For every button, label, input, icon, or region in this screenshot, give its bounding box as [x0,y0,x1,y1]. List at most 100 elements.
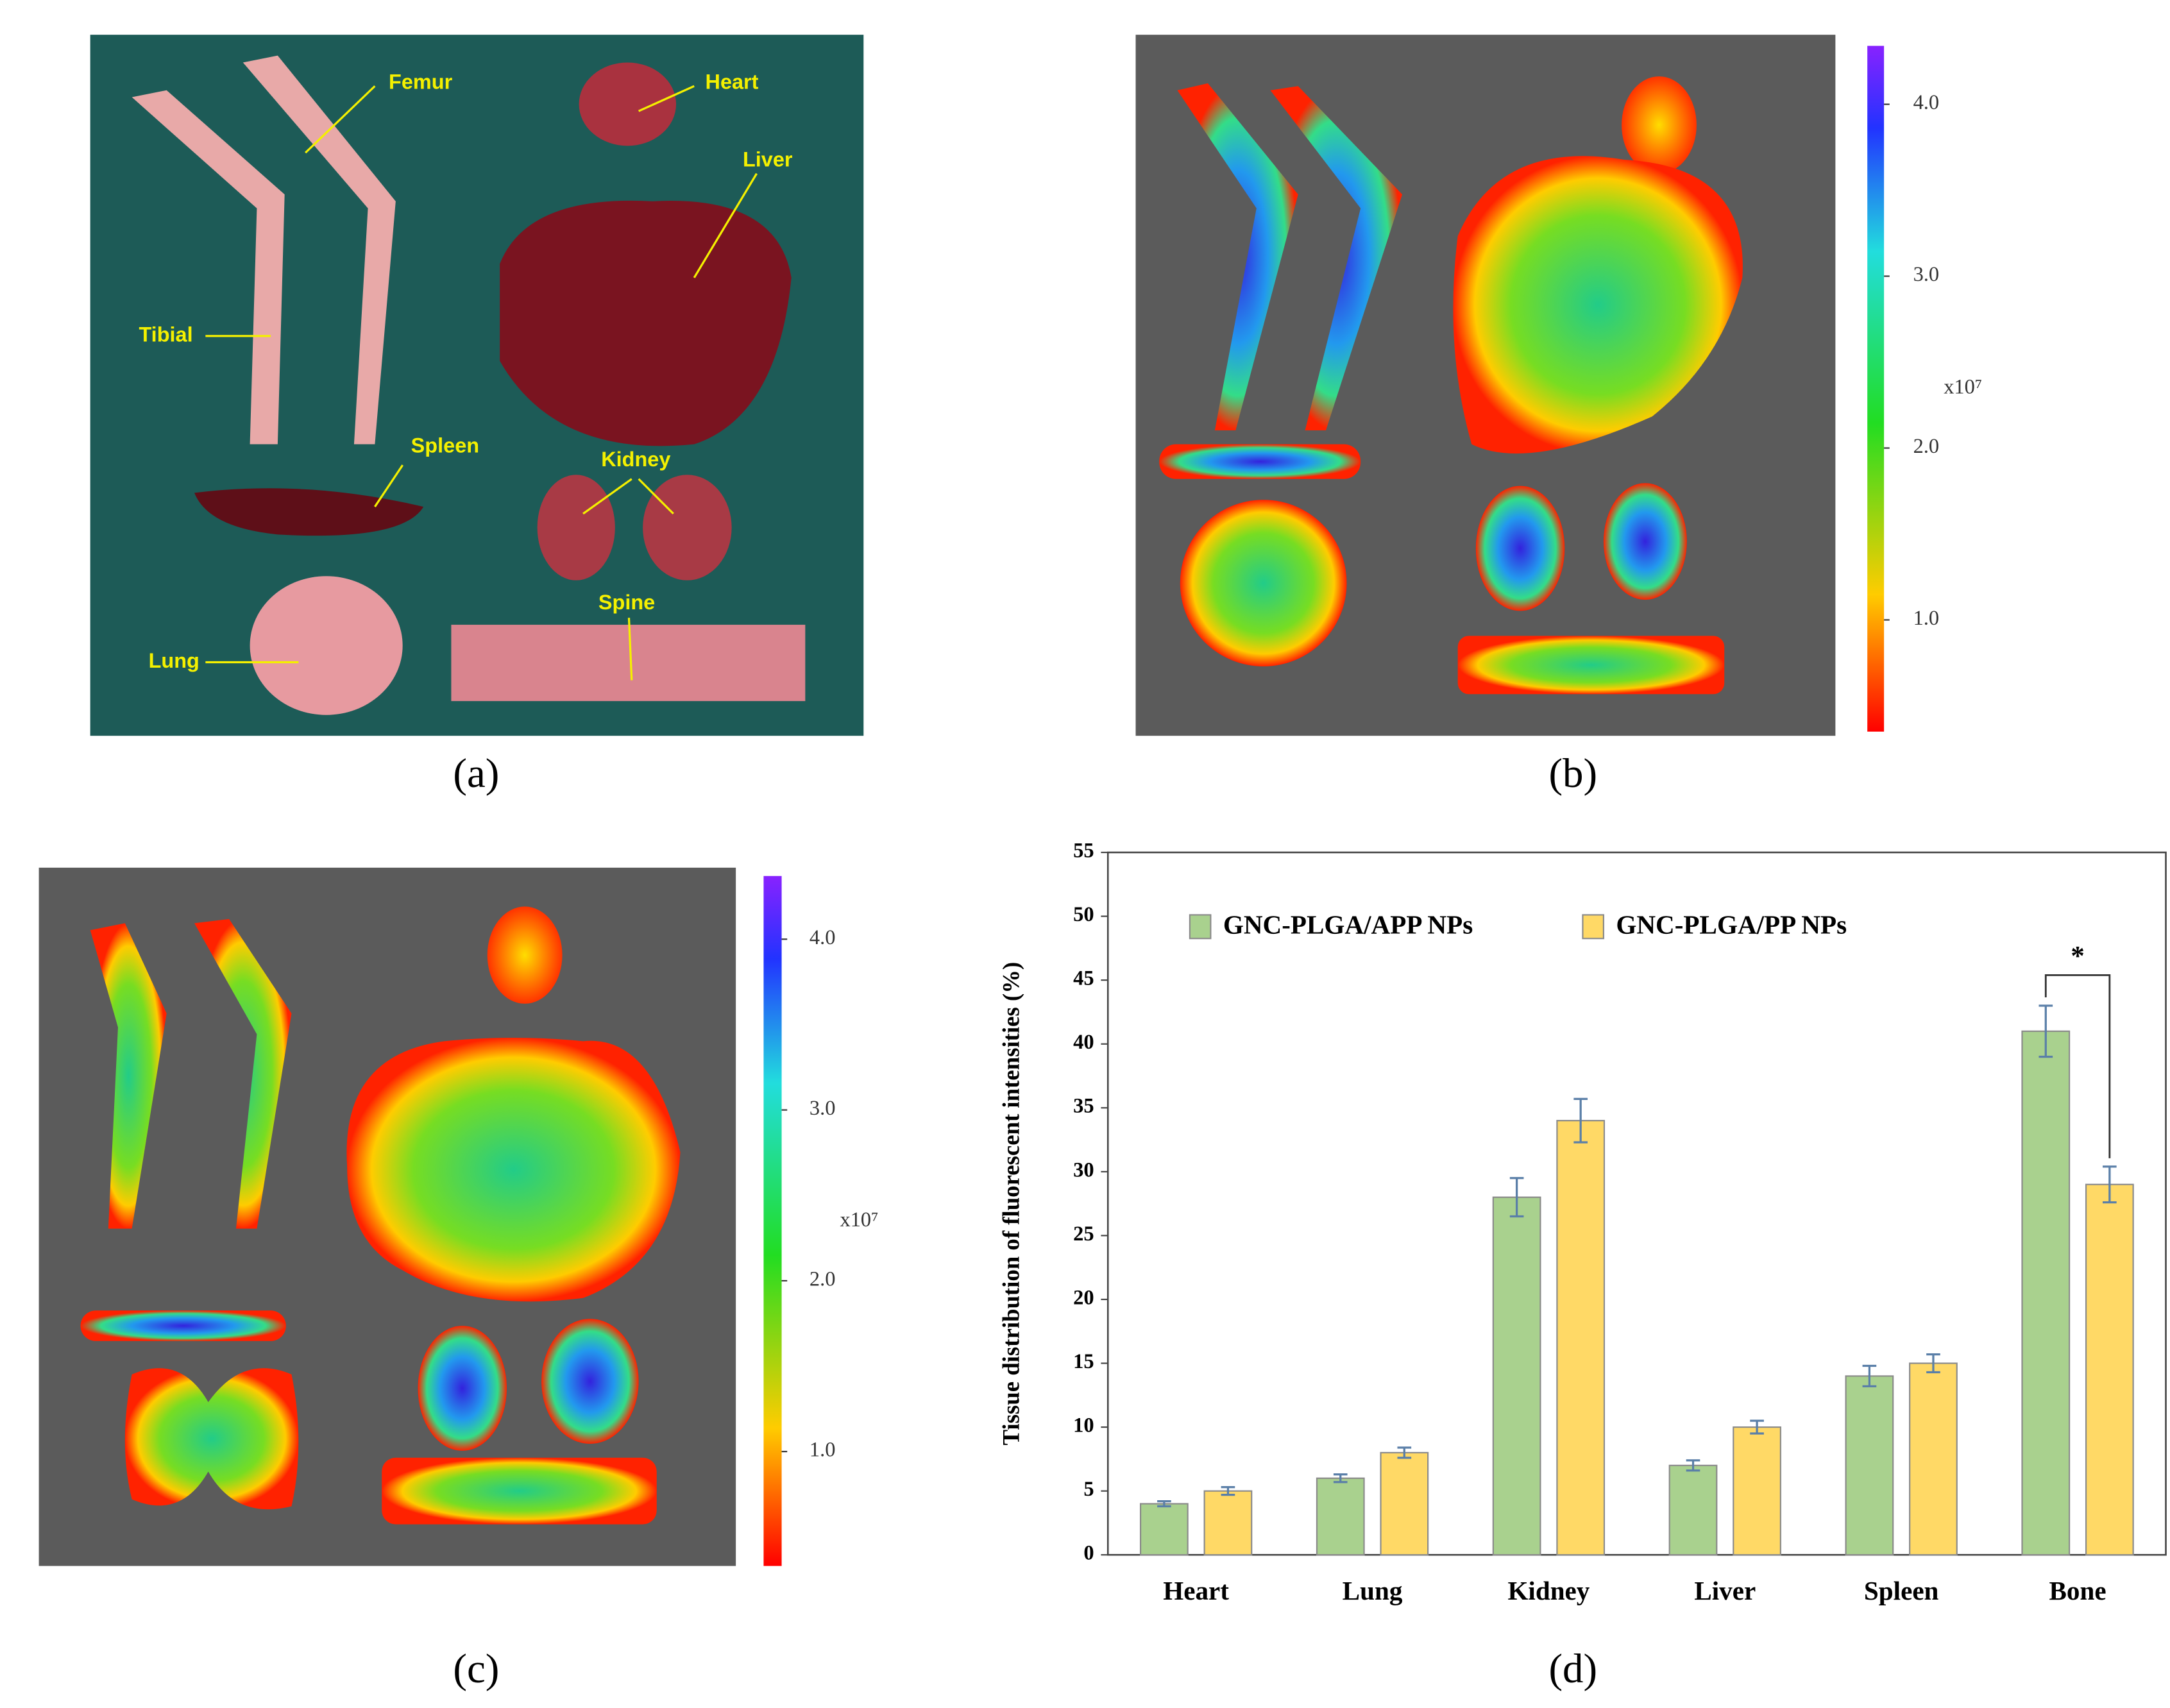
organ-label: Liver [743,148,793,171]
y-tick-label: 40 [1073,1031,1094,1054]
bar [1556,1120,1606,1556]
spleen [80,1310,286,1341]
organ-label: Femur [389,70,453,93]
error-bar [1221,1486,1235,1496]
colorbar-tick-label: 4.0 [1913,91,1940,114]
spleen [194,488,424,536]
colorbar-tick-label: 2.0 [1913,435,1940,458]
kidney [1475,486,1565,611]
organ-label: Spine [598,591,655,614]
x-tick-label: Bone [2049,1576,2106,1605]
x-tick-label: Heart [1163,1576,1229,1605]
significance-marker: * [2071,940,2085,971]
spleen [1159,444,1361,479]
legend-label: GNC-PLGA/APP NPs [1223,909,1473,939]
bar [1733,1426,1781,1556]
bar [2085,1183,2134,1556]
colorbar-tick-label: 3.0 [810,1097,836,1120]
lung [250,576,403,715]
panel-caption: (b) [1548,750,1597,797]
spine [382,1457,657,1525]
kidney [537,475,615,580]
organ-label: Lung [149,649,199,672]
error-bar [1509,1177,1524,1218]
bone [90,923,167,1229]
bar [1909,1362,1958,1556]
error-bar [1686,1459,1700,1472]
colorbar-tick-label: 4.0 [810,926,836,949]
y-tick-label: 30 [1073,1158,1094,1181]
error-bar [1750,1419,1764,1435]
colorbar-tick-label: 3.0 [1913,263,1940,286]
y-tick-label: 45 [1073,967,1094,990]
kidney [418,1326,507,1451]
lung [124,1368,299,1510]
x-tick-label: Liver [1694,1576,1756,1605]
colorbar-tick-label: 1.0 [810,1439,836,1462]
panel-caption: (d) [1548,1646,1597,1692]
colorbar-tick-label: 2.0 [810,1267,836,1290]
colorbar [763,875,782,1566]
heart [1622,76,1697,174]
spine [1457,636,1725,695]
error-bar [1862,1364,1877,1387]
bar [1380,1451,1429,1556]
bar [1139,1503,1189,1556]
liver [346,1037,681,1302]
y-tick-label: 35 [1073,1095,1094,1118]
bone-right [242,55,396,444]
kidney [1603,483,1687,600]
kidney [541,1319,639,1444]
bar [1316,1477,1365,1556]
bar [2021,1030,2071,1556]
colorbar-unit: x10⁷ [840,1208,878,1231]
spine [451,625,806,702]
error-bar [1926,1353,1940,1374]
bar [1845,1375,1894,1556]
organ-label: Kidney [601,448,670,471]
error-bar [1157,1500,1171,1508]
error-bar [1333,1473,1348,1484]
y-tick-label: 55 [1073,839,1094,862]
photo-panel-a: Femur Heart Liver Tibial Spleen Kidney S… [90,35,864,736]
y-tick-label: 10 [1073,1414,1094,1437]
organ-label: Tibial [139,323,192,346]
bar-chart: 0 5 10 15 20 25 30 35 40 45 50 55 Tissue distributio… [997,839,2167,1605]
liver [500,200,792,446]
lung [1180,500,1347,666]
error-bar [2039,1004,2053,1058]
bar [1203,1490,1253,1556]
legend-swatch [1582,914,1604,940]
panel-caption: (c) [453,1646,499,1692]
error-bar [1573,1097,1588,1144]
x-tick-label: Spleen [1864,1576,1939,1605]
y-tick-label: 5 [1083,1478,1094,1501]
liver [1453,156,1743,454]
organ-label: Heart [706,70,759,93]
bone [1270,86,1403,431]
bar [1668,1464,1718,1556]
significance-bracket [2044,974,2111,1158]
y-tick-label: 20 [1073,1286,1094,1309]
bar [1492,1196,1541,1556]
heart [579,62,677,146]
bone-left [131,90,285,444]
heart [487,906,563,1004]
panel-caption: (a) [453,750,499,797]
y-tick-label: 50 [1073,903,1094,926]
legend-label: GNC-PLGA/PP NPs [1616,909,1847,939]
colorbar-tick-label: 1.0 [1913,607,1940,630]
error-bar [2103,1165,2117,1204]
y-tick-label: 0 [1083,1542,1094,1565]
colorbar [1867,46,1885,732]
bone [194,918,292,1229]
kidney [643,475,732,580]
error-bar [1397,1446,1412,1459]
fluorescence-panel-c: 4.0 3.0 2.0 1.0 x10⁷ [38,867,878,1566]
bone [1177,83,1298,431]
fluorescence-panel-b: 4.0 3.0 2.0 1.0 x10⁷ [1135,35,1982,736]
y-tick-label: 25 [1073,1222,1094,1246]
organ-label: Spleen [411,434,479,457]
